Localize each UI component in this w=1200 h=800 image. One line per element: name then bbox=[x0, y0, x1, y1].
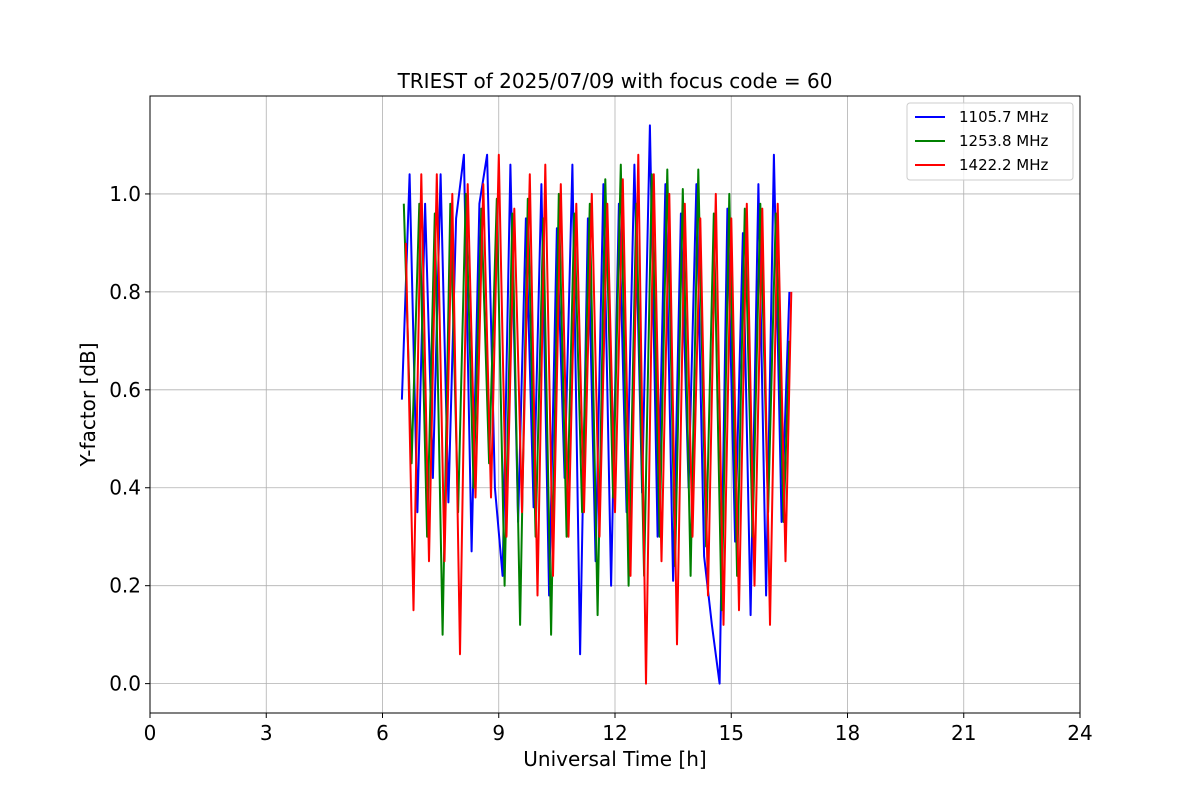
x-tick-label: 0 bbox=[144, 721, 157, 745]
x-tick-label: 12 bbox=[602, 721, 627, 745]
tick-layer: 0 3 6 9 12 15 18 21 24 0.0 0.2 0.4 0.6 0.8 1.0 bbox=[109, 182, 1093, 745]
legend-label: 1253.8 MHz bbox=[959, 132, 1048, 150]
x-tick-label: 9 bbox=[492, 721, 505, 745]
series-line-2 bbox=[402, 163, 791, 636]
series-layer bbox=[400, 124, 793, 685]
y-tick-label: 0.4 bbox=[109, 476, 141, 500]
x-tick-label: 24 bbox=[1067, 721, 1092, 745]
legend: 1105.7 MHz 1253.8 MHz 1422.2 MHz bbox=[906, 102, 1074, 181]
x-tick-label: 3 bbox=[260, 721, 273, 745]
series-line-3 bbox=[404, 153, 793, 685]
legend-label: 1422.2 MHz bbox=[959, 156, 1048, 174]
x-tick-label: 15 bbox=[719, 721, 744, 745]
y-tick-label: 0.6 bbox=[109, 378, 141, 402]
chart-title: TRIEST of 2025/07/09 with focus code = 6… bbox=[397, 69, 833, 93]
legend-label: 1105.7 MHz bbox=[959, 108, 1048, 126]
y-tick-label: 0.8 bbox=[109, 280, 141, 304]
y-tick-label: 0.2 bbox=[109, 574, 141, 598]
y-tick-label: 1.0 bbox=[109, 182, 141, 206]
x-tick-label: 6 bbox=[376, 721, 389, 745]
legend-box bbox=[906, 102, 1074, 181]
x-tick-label: 18 bbox=[835, 721, 860, 745]
y-axis-title: Y-factor [dB] bbox=[76, 342, 100, 467]
x-axis-title: Universal Time [h] bbox=[523, 747, 706, 771]
y-tick-label: 0.0 bbox=[109, 672, 141, 696]
x-tick-label: 21 bbox=[951, 721, 976, 745]
